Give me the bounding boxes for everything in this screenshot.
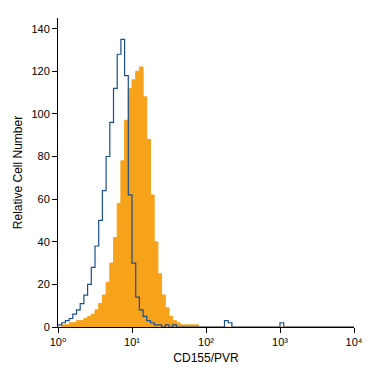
svg-text:20: 20 (38, 278, 50, 290)
svg-text:10⁴: 10⁴ (346, 336, 363, 348)
svg-text:10⁰: 10⁰ (50, 336, 67, 348)
svg-text:60: 60 (38, 193, 50, 205)
svg-text:10¹: 10¹ (124, 336, 140, 348)
svg-text:40: 40 (38, 236, 50, 248)
svg-text:10³: 10³ (272, 336, 288, 348)
svg-text:80: 80 (38, 150, 50, 162)
svg-text:140: 140 (31, 23, 49, 35)
svg-text:100: 100 (31, 108, 49, 120)
svg-text:120: 120 (31, 65, 49, 77)
svg-text:0: 0 (44, 321, 50, 333)
svg-text:CD155/PVR: CD155/PVR (173, 351, 239, 365)
svg-text:10²: 10² (198, 336, 214, 348)
svg-text:Relative Cell Number: Relative Cell Number (11, 116, 25, 229)
